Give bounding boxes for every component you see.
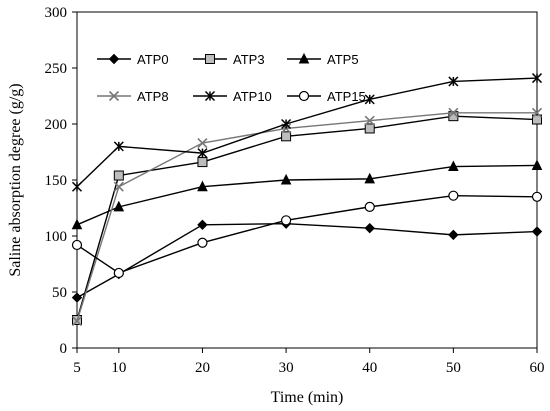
legend-item-atp10: ATP10 <box>193 89 272 104</box>
series-line-atp3 <box>76 115 538 321</box>
y-tick-label: 0 <box>60 341 68 357</box>
x-tick-label: 10 <box>111 360 126 376</box>
data-point-atp3 <box>113 170 124 181</box>
series-atp3 <box>72 111 542 325</box>
data-point-atp8 <box>448 107 459 118</box>
data-point-atp3 <box>532 114 542 125</box>
x-tick-label: 5 <box>73 360 81 376</box>
data-point-atp8 <box>113 181 124 192</box>
y-tick-label: 50 <box>52 285 67 301</box>
y-tick-label: 100 <box>45 229 68 245</box>
series-line-atp5 <box>76 164 538 226</box>
legend-marker <box>108 90 120 102</box>
data-point-atp15 <box>531 191 543 202</box>
legend-item-atp0: ATP0 <box>97 52 169 67</box>
data-point-atp0 <box>531 226 543 237</box>
legend-label: ATP8 <box>137 89 169 104</box>
legend-marker <box>204 90 216 102</box>
x-tick-label: 50 <box>446 360 461 376</box>
data-point-atp5 <box>197 180 208 192</box>
x-tick-label: 30 <box>279 360 294 376</box>
data-point-atp8 <box>531 107 543 118</box>
data-point-atp0 <box>364 222 375 234</box>
data-point-atp5 <box>113 200 125 212</box>
data-point-atp15 <box>113 267 124 279</box>
data-point-atp15 <box>197 237 208 248</box>
legend-marker <box>205 54 215 64</box>
data-point-atp10 <box>281 118 292 130</box>
y-axis: 0 50 100 150 200 250 300 <box>45 5 77 357</box>
data-point-atp3 <box>448 111 459 122</box>
data-point-atp10 <box>448 76 459 87</box>
data-point-atp10 <box>197 148 208 159</box>
legend-label: ATP5 <box>327 52 359 67</box>
y-tick-label: 150 <box>45 173 68 189</box>
data-point-atp10 <box>71 181 83 192</box>
data-point-atp10 <box>364 94 375 105</box>
data-point-atp5 <box>364 172 376 184</box>
series-atp5 <box>71 159 543 230</box>
series-atp10 <box>71 73 543 192</box>
x-axis-title: Time (min) <box>271 389 344 406</box>
data-point-atp5 <box>280 173 292 185</box>
legend-marker <box>298 52 310 64</box>
legend-label: ATP15 <box>327 89 366 104</box>
data-point-atp5 <box>531 159 543 170</box>
data-point-atp15 <box>280 215 292 226</box>
data-point-atp10 <box>113 141 124 152</box>
y-axis-title: Saline absorption degree (g/g) <box>7 83 24 276</box>
y-tick-label: 300 <box>45 5 68 21</box>
x-tick-label: 40 <box>362 360 377 376</box>
legend-item-atp8: ATP8 <box>97 89 169 104</box>
data-point-atp15 <box>71 239 83 251</box>
series-atp0 <box>71 218 543 303</box>
data-point-atp8 <box>364 115 375 126</box>
legend-label: ATP10 <box>233 89 272 104</box>
legend-item-atp5: ATP5 <box>287 52 359 67</box>
data-point-atp0 <box>71 292 83 303</box>
data-point-atp3 <box>364 123 375 134</box>
series-line-atp0 <box>76 222 538 299</box>
series-layer <box>71 73 543 327</box>
data-point-atp5 <box>71 218 83 230</box>
y-tick-label: 250 <box>45 61 68 77</box>
x-axis: 5 10 20 30 40 50 60 <box>73 348 545 376</box>
data-point-atp0 <box>197 219 208 231</box>
data-point-atp15 <box>448 190 459 201</box>
data-point-atp8 <box>71 316 83 327</box>
x-tick-label: 20 <box>195 360 210 376</box>
data-point-atp0 <box>448 229 459 241</box>
data-point-atp15 <box>364 201 375 212</box>
data-point-atp5 <box>448 160 459 172</box>
legend-marker <box>108 53 120 65</box>
legend: ATP0 ATP3 ATP5 ATP8 ATP10 ATP15 <box>97 52 366 104</box>
data-point-atp8 <box>197 137 208 149</box>
legend-item-atp15: ATP15 <box>287 89 366 104</box>
legend-item-atp3: ATP3 <box>193 52 265 67</box>
series-atp15 <box>71 190 543 279</box>
data-point-atp3 <box>197 157 208 168</box>
y-tick-label: 200 <box>45 117 68 133</box>
x-tick-label: 60 <box>530 360 545 376</box>
data-point-atp10 <box>531 73 543 84</box>
legend-marker <box>298 90 310 102</box>
data-point-atp3 <box>281 131 292 142</box>
legend-label: ATP3 <box>233 52 265 67</box>
legend-label: ATP0 <box>137 52 169 67</box>
